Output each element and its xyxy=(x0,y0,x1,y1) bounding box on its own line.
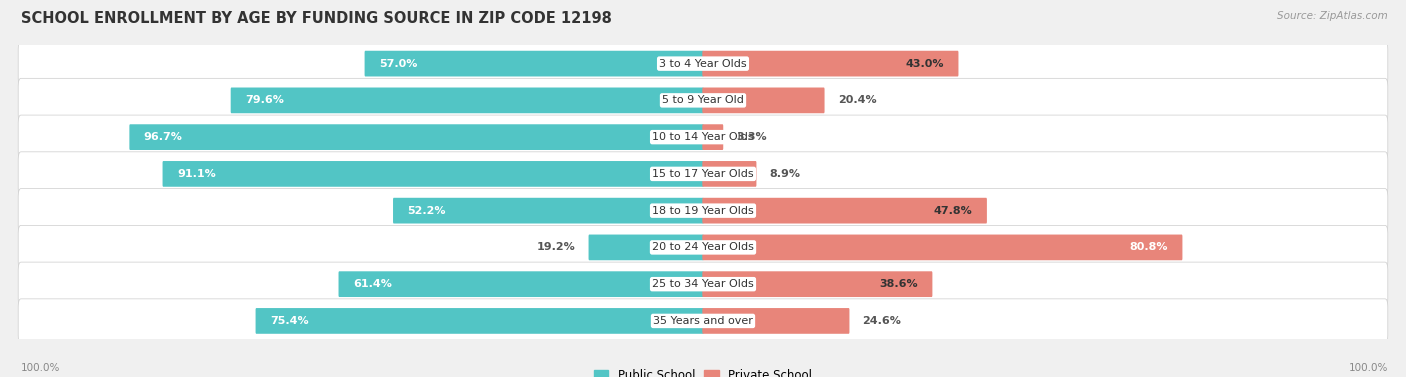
Text: 38.6%: 38.6% xyxy=(879,279,918,289)
FancyBboxPatch shape xyxy=(18,78,1388,123)
FancyBboxPatch shape xyxy=(703,124,723,150)
Text: Source: ZipAtlas.com: Source: ZipAtlas.com xyxy=(1277,11,1388,21)
FancyBboxPatch shape xyxy=(364,51,703,77)
FancyBboxPatch shape xyxy=(589,234,703,260)
Text: 79.6%: 79.6% xyxy=(245,95,284,106)
FancyBboxPatch shape xyxy=(256,308,703,334)
FancyBboxPatch shape xyxy=(703,308,849,334)
FancyBboxPatch shape xyxy=(703,271,932,297)
FancyBboxPatch shape xyxy=(18,262,1388,306)
Text: 57.0%: 57.0% xyxy=(380,58,418,69)
FancyBboxPatch shape xyxy=(129,124,703,150)
Text: 15 to 17 Year Olds: 15 to 17 Year Olds xyxy=(652,169,754,179)
Text: SCHOOL ENROLLMENT BY AGE BY FUNDING SOURCE IN ZIP CODE 12198: SCHOOL ENROLLMENT BY AGE BY FUNDING SOUR… xyxy=(21,11,612,26)
Text: 91.1%: 91.1% xyxy=(177,169,215,179)
FancyBboxPatch shape xyxy=(18,299,1388,343)
Text: 80.8%: 80.8% xyxy=(1129,242,1168,253)
FancyBboxPatch shape xyxy=(18,41,1388,86)
Text: 47.8%: 47.8% xyxy=(934,205,973,216)
Text: 20 to 24 Year Olds: 20 to 24 Year Olds xyxy=(652,242,754,253)
FancyBboxPatch shape xyxy=(163,161,703,187)
FancyBboxPatch shape xyxy=(703,198,987,224)
Text: 96.7%: 96.7% xyxy=(143,132,183,142)
Text: 35 Years and over: 35 Years and over xyxy=(652,316,754,326)
Text: 52.2%: 52.2% xyxy=(408,205,446,216)
Text: 18 to 19 Year Olds: 18 to 19 Year Olds xyxy=(652,205,754,216)
Text: 3 to 4 Year Olds: 3 to 4 Year Olds xyxy=(659,58,747,69)
Text: 25 to 34 Year Olds: 25 to 34 Year Olds xyxy=(652,279,754,289)
Text: 61.4%: 61.4% xyxy=(353,279,392,289)
Text: 20.4%: 20.4% xyxy=(838,95,876,106)
Text: 100.0%: 100.0% xyxy=(21,363,60,373)
FancyBboxPatch shape xyxy=(394,198,703,224)
Text: 10 to 14 Year Olds: 10 to 14 Year Olds xyxy=(652,132,754,142)
Text: 43.0%: 43.0% xyxy=(905,58,943,69)
FancyBboxPatch shape xyxy=(231,87,703,113)
Text: 8.9%: 8.9% xyxy=(769,169,800,179)
Text: 75.4%: 75.4% xyxy=(270,316,309,326)
Text: 19.2%: 19.2% xyxy=(537,242,575,253)
Text: 24.6%: 24.6% xyxy=(862,316,901,326)
Text: 100.0%: 100.0% xyxy=(1348,363,1388,373)
FancyBboxPatch shape xyxy=(18,188,1388,233)
FancyBboxPatch shape xyxy=(703,234,1182,260)
FancyBboxPatch shape xyxy=(18,225,1388,270)
FancyBboxPatch shape xyxy=(703,161,756,187)
Text: 3.3%: 3.3% xyxy=(737,132,766,142)
FancyBboxPatch shape xyxy=(703,87,824,113)
FancyBboxPatch shape xyxy=(18,115,1388,159)
FancyBboxPatch shape xyxy=(339,271,703,297)
FancyBboxPatch shape xyxy=(703,51,959,77)
Text: 5 to 9 Year Old: 5 to 9 Year Old xyxy=(662,95,744,106)
FancyBboxPatch shape xyxy=(18,152,1388,196)
Legend: Public School, Private School: Public School, Private School xyxy=(589,364,817,377)
